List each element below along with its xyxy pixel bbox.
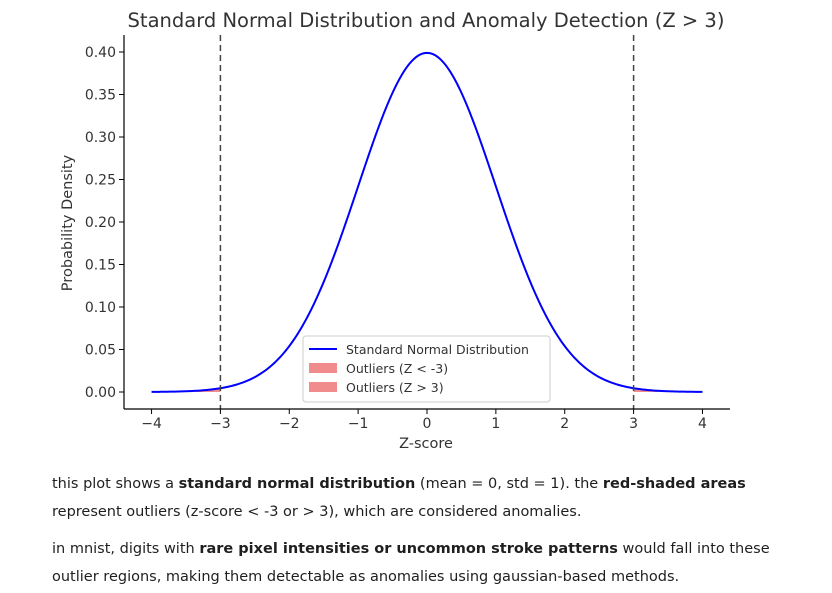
y-tick-label: 0.15 [85,258,116,274]
x-tick-label: −4 [141,416,162,432]
legend-label: Standard Normal Distribution [346,342,529,357]
y-tick-label: 0.40 [85,45,116,61]
p1-bold-2: red-shaded areas [602,476,746,492]
x-tick-label: 3 [629,416,638,432]
normal-distribution-curve [151,51,703,393]
legend-box [302,335,551,403]
x-tick-label: 2 [560,416,569,432]
y-tick-label: 0.30 [85,130,116,146]
legend-area-swatch [309,382,337,392]
y-tick-label: 0.20 [85,215,116,231]
p1-text-3: represent outliers (z-score < -3 or > 3)… [52,504,582,520]
y-axis-label: Probability Density [60,154,76,291]
x-tick-label: 4 [698,416,707,432]
y-tick-label: 0.00 [85,385,116,401]
y-tick-label: 0.10 [85,300,116,316]
chart-title: Standard Normal Distribution and Anomaly… [128,9,725,32]
p1-text-2: (mean = 0, std = 1). the [415,476,603,492]
p2-bold-1: rare pixel intensities or uncommon strok… [199,541,618,557]
legend-label: Outliers (Z > 3) [346,380,444,395]
y-tick-label: 0.05 [85,343,116,359]
plot-area: −4 −3 −2 −1 0 1 2 3 4 0.00 0.05 0.10 0.15 0.20 0.25 0.3… [85,35,730,432]
y-tick-label: 0.25 [85,173,116,189]
legend-area-swatch [309,363,337,373]
x-tick-label: 0 [423,416,432,432]
p2-text-1: in mnist, digits with [52,541,200,557]
p1-text-1: this plot shows a [52,476,179,492]
p1-bold-1: standard normal distribution [178,476,416,492]
x-tick-label: −3 [210,416,231,432]
x-axis-label: Z-score [399,436,453,452]
y-tick-label: 0.35 [85,88,116,104]
p2-text-2: would fall into these outlier regions, m… [52,541,770,585]
x-tick-label: −2 [279,416,300,432]
explanation-paragraph-2: in mnist, digits with rare pixel intensi… [52,535,782,591]
x-tick-label: −1 [348,416,369,432]
normal-distribution-chart: Standard Normal Distribution and Anomaly… [60,9,730,452]
legend-label: Outliers (Z < -3) [346,361,448,376]
x-tick-label: 1 [491,416,500,432]
explanation-paragraph-1: this plot shows a standard normal distri… [52,470,782,526]
